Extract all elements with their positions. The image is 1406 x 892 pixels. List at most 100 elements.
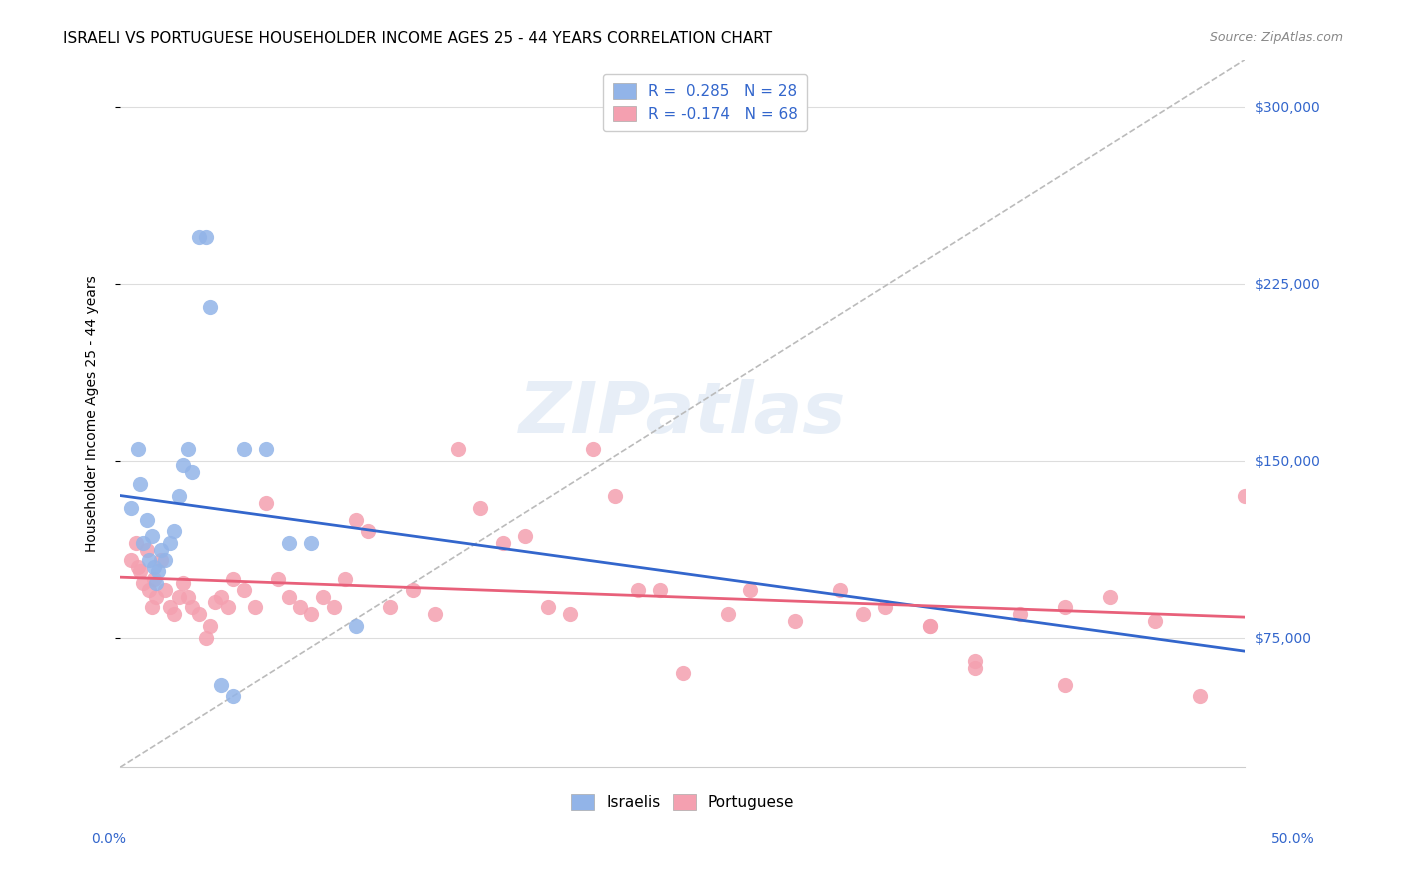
Point [322, 599, 344, 614]
Point [830, 583, 852, 598]
Point [204, 595, 226, 609]
Point [120, 552, 142, 566]
Text: 50.0%: 50.0% [1271, 832, 1315, 846]
Point [920, 618, 942, 632]
Point [311, 591, 333, 605]
Point [153, 552, 176, 566]
Point [423, 607, 446, 621]
Point [159, 599, 181, 614]
Point [717, 607, 740, 621]
Point [145, 591, 167, 605]
Text: ZIPatlas: ZIPatlas [519, 379, 846, 448]
Point [356, 524, 378, 539]
Point [875, 599, 897, 614]
Point [198, 300, 221, 314]
Point [221, 690, 243, 704]
Point [142, 559, 165, 574]
Point [149, 552, 172, 566]
Point [194, 631, 217, 645]
Point [149, 543, 172, 558]
Point [127, 559, 149, 574]
Point [965, 661, 987, 675]
Point [536, 599, 558, 614]
Point [198, 618, 221, 632]
Text: 0.0%: 0.0% [91, 832, 127, 846]
Point [125, 536, 148, 550]
Point [187, 229, 209, 244]
Point [209, 678, 232, 692]
Point [672, 665, 695, 680]
Point [965, 654, 987, 668]
Point [468, 500, 491, 515]
Point [131, 576, 153, 591]
Point [217, 599, 239, 614]
Point [254, 442, 277, 456]
Point [288, 599, 311, 614]
Point [740, 583, 762, 598]
Point [148, 565, 170, 579]
Point [378, 599, 401, 614]
Point [626, 583, 648, 598]
Point [141, 599, 163, 614]
Point [299, 607, 322, 621]
Point [1054, 678, 1077, 692]
Point [446, 442, 468, 456]
Point [129, 565, 152, 579]
Point [159, 536, 181, 550]
Point [333, 572, 356, 586]
Point [176, 442, 198, 456]
Point [176, 591, 198, 605]
Point [299, 536, 322, 550]
Point [650, 583, 672, 598]
Point [344, 512, 367, 526]
Point [266, 572, 288, 586]
Point [163, 524, 186, 539]
Point [1054, 599, 1077, 614]
Point [138, 552, 160, 566]
Point [145, 576, 167, 591]
Point [136, 543, 159, 558]
Point [232, 583, 254, 598]
Point [920, 618, 942, 632]
Point [232, 442, 254, 456]
Point [1189, 690, 1212, 704]
Text: Source: ZipAtlas.com: Source: ZipAtlas.com [1209, 31, 1343, 45]
Point [181, 599, 204, 614]
Point [491, 536, 513, 550]
Point [277, 591, 299, 605]
Point [254, 496, 277, 510]
Point [127, 442, 149, 456]
Point [581, 442, 603, 456]
Point [181, 466, 204, 480]
Point [401, 583, 423, 598]
Point [172, 576, 194, 591]
Point [167, 591, 190, 605]
Point [209, 591, 232, 605]
Point [163, 607, 186, 621]
Point [1234, 489, 1257, 503]
Point [1099, 591, 1122, 605]
Point [1144, 614, 1167, 628]
Text: ISRAELI VS PORTUGUESE HOUSEHOLDER INCOME AGES 25 - 44 YEARS CORRELATION CHART: ISRAELI VS PORTUGUESE HOUSEHOLDER INCOME… [63, 31, 772, 46]
Point [167, 489, 190, 503]
Point [138, 583, 160, 598]
Point [785, 614, 807, 628]
Point [172, 458, 194, 473]
Point [120, 500, 142, 515]
Point [194, 229, 217, 244]
Point [142, 572, 165, 586]
Point [136, 512, 159, 526]
Point [141, 529, 163, 543]
Point [187, 607, 209, 621]
Point [221, 572, 243, 586]
Point [603, 489, 626, 503]
Y-axis label: Householder Income Ages 25 - 44 years: Householder Income Ages 25 - 44 years [86, 275, 100, 552]
Point [852, 607, 875, 621]
Point [344, 618, 367, 632]
Point [558, 607, 581, 621]
Point [1010, 607, 1032, 621]
Point [513, 529, 536, 543]
Point [129, 477, 152, 491]
Point [243, 599, 266, 614]
Point [131, 536, 153, 550]
